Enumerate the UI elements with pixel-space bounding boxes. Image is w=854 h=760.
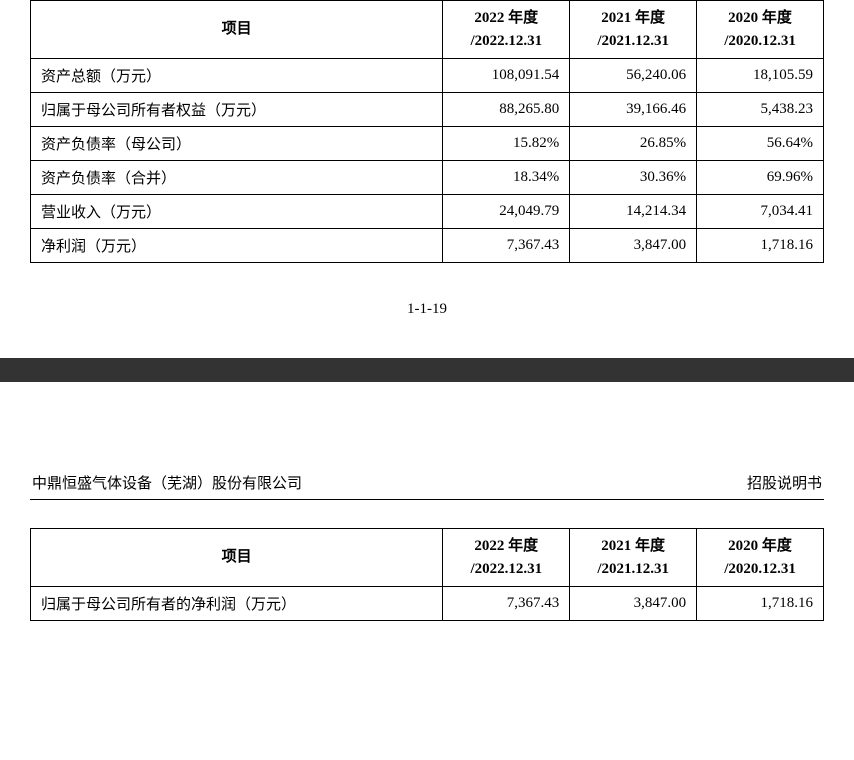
col-header-2020: 2020 年度/2020.12.31 (697, 529, 824, 587)
col-header-2022: 2022 年度/2022.12.31 (443, 529, 570, 587)
cell-value: 88,265.80 (443, 93, 570, 127)
cell-value: 3,847.00 (570, 587, 697, 621)
cell-value: 18,105.59 (697, 59, 824, 93)
financial-table-2: 项目 2022 年度/2022.12.31 2021 年度/2021.12.31… (30, 528, 824, 621)
cell-value: 1,718.16 (697, 229, 824, 263)
cell-value: 7,034.41 (697, 195, 824, 229)
cell-value: 69.96% (697, 161, 824, 195)
cell-value: 18.34% (443, 161, 570, 195)
col-header-2020: 2020 年度/2020.12.31 (697, 1, 824, 59)
cell-value: 26.85% (570, 127, 697, 161)
cell-value: 15.82% (443, 127, 570, 161)
table-row: 资产总额（万元） 108,091.54 56,240.06 18,105.59 (31, 59, 824, 93)
row-label: 净利润（万元） (31, 229, 443, 263)
col-header-item: 项目 (31, 529, 443, 587)
table-row: 归属于母公司所有者的净利润（万元） 7,367.43 3,847.00 1,71… (31, 587, 824, 621)
col-header-2021: 2021 年度/2021.12.31 (570, 529, 697, 587)
cell-value: 14,214.34 (570, 195, 697, 229)
cell-value: 7,367.43 (443, 229, 570, 263)
row-label: 归属于母公司所有者的净利润（万元） (31, 587, 443, 621)
cell-value: 7,367.43 (443, 587, 570, 621)
table-header-row: 项目 2022 年度/2022.12.31 2021 年度/2021.12.31… (31, 529, 824, 587)
financial-table-1: 项目 2022 年度/2022.12.31 2021 年度/2021.12.31… (30, 0, 824, 263)
cell-value: 24,049.79 (443, 195, 570, 229)
cell-value: 1,718.16 (697, 587, 824, 621)
table-row: 净利润（万元） 7,367.43 3,847.00 1,718.16 (31, 229, 824, 263)
row-label: 资产负债率（合并） (31, 161, 443, 195)
page-bottom-section: 中鼎恒盛气体设备（芜湖）股份有限公司 招股说明书 项目 2022 年度/2022… (0, 472, 854, 621)
table-row: 归属于母公司所有者权益（万元） 88,265.80 39,166.46 5,43… (31, 93, 824, 127)
page-top-section: 项目 2022 年度/2022.12.31 2021 年度/2021.12.31… (0, 0, 854, 318)
table-row: 资产负债率（合并） 18.34% 30.36% 69.96% (31, 161, 824, 195)
row-label: 资产总额（万元） (31, 59, 443, 93)
table-row: 营业收入（万元） 24,049.79 14,214.34 7,034.41 (31, 195, 824, 229)
cell-value: 108,091.54 (443, 59, 570, 93)
document-type: 招股说明书 (747, 472, 822, 493)
col-header-item: 项目 (31, 1, 443, 59)
col-header-2021: 2021 年度/2021.12.31 (570, 1, 697, 59)
row-label: 资产负债率（母公司） (31, 127, 443, 161)
row-label: 归属于母公司所有者权益（万元） (31, 93, 443, 127)
page-number: 1-1-19 (30, 301, 824, 318)
cell-value: 56.64% (697, 127, 824, 161)
page-separator (0, 358, 854, 382)
table-header-row: 项目 2022 年度/2022.12.31 2021 年度/2021.12.31… (31, 1, 824, 59)
table-row: 资产负债率（母公司） 15.82% 26.85% 56.64% (31, 127, 824, 161)
cell-value: 30.36% (570, 161, 697, 195)
company-name: 中鼎恒盛气体设备（芜湖）股份有限公司 (32, 472, 302, 493)
cell-value: 39,166.46 (570, 93, 697, 127)
document-header: 中鼎恒盛气体设备（芜湖）股份有限公司 招股说明书 (30, 472, 824, 500)
cell-value: 3,847.00 (570, 229, 697, 263)
row-label: 营业收入（万元） (31, 195, 443, 229)
cell-value: 56,240.06 (570, 59, 697, 93)
col-header-2022: 2022 年度/2022.12.31 (443, 1, 570, 59)
cell-value: 5,438.23 (697, 93, 824, 127)
